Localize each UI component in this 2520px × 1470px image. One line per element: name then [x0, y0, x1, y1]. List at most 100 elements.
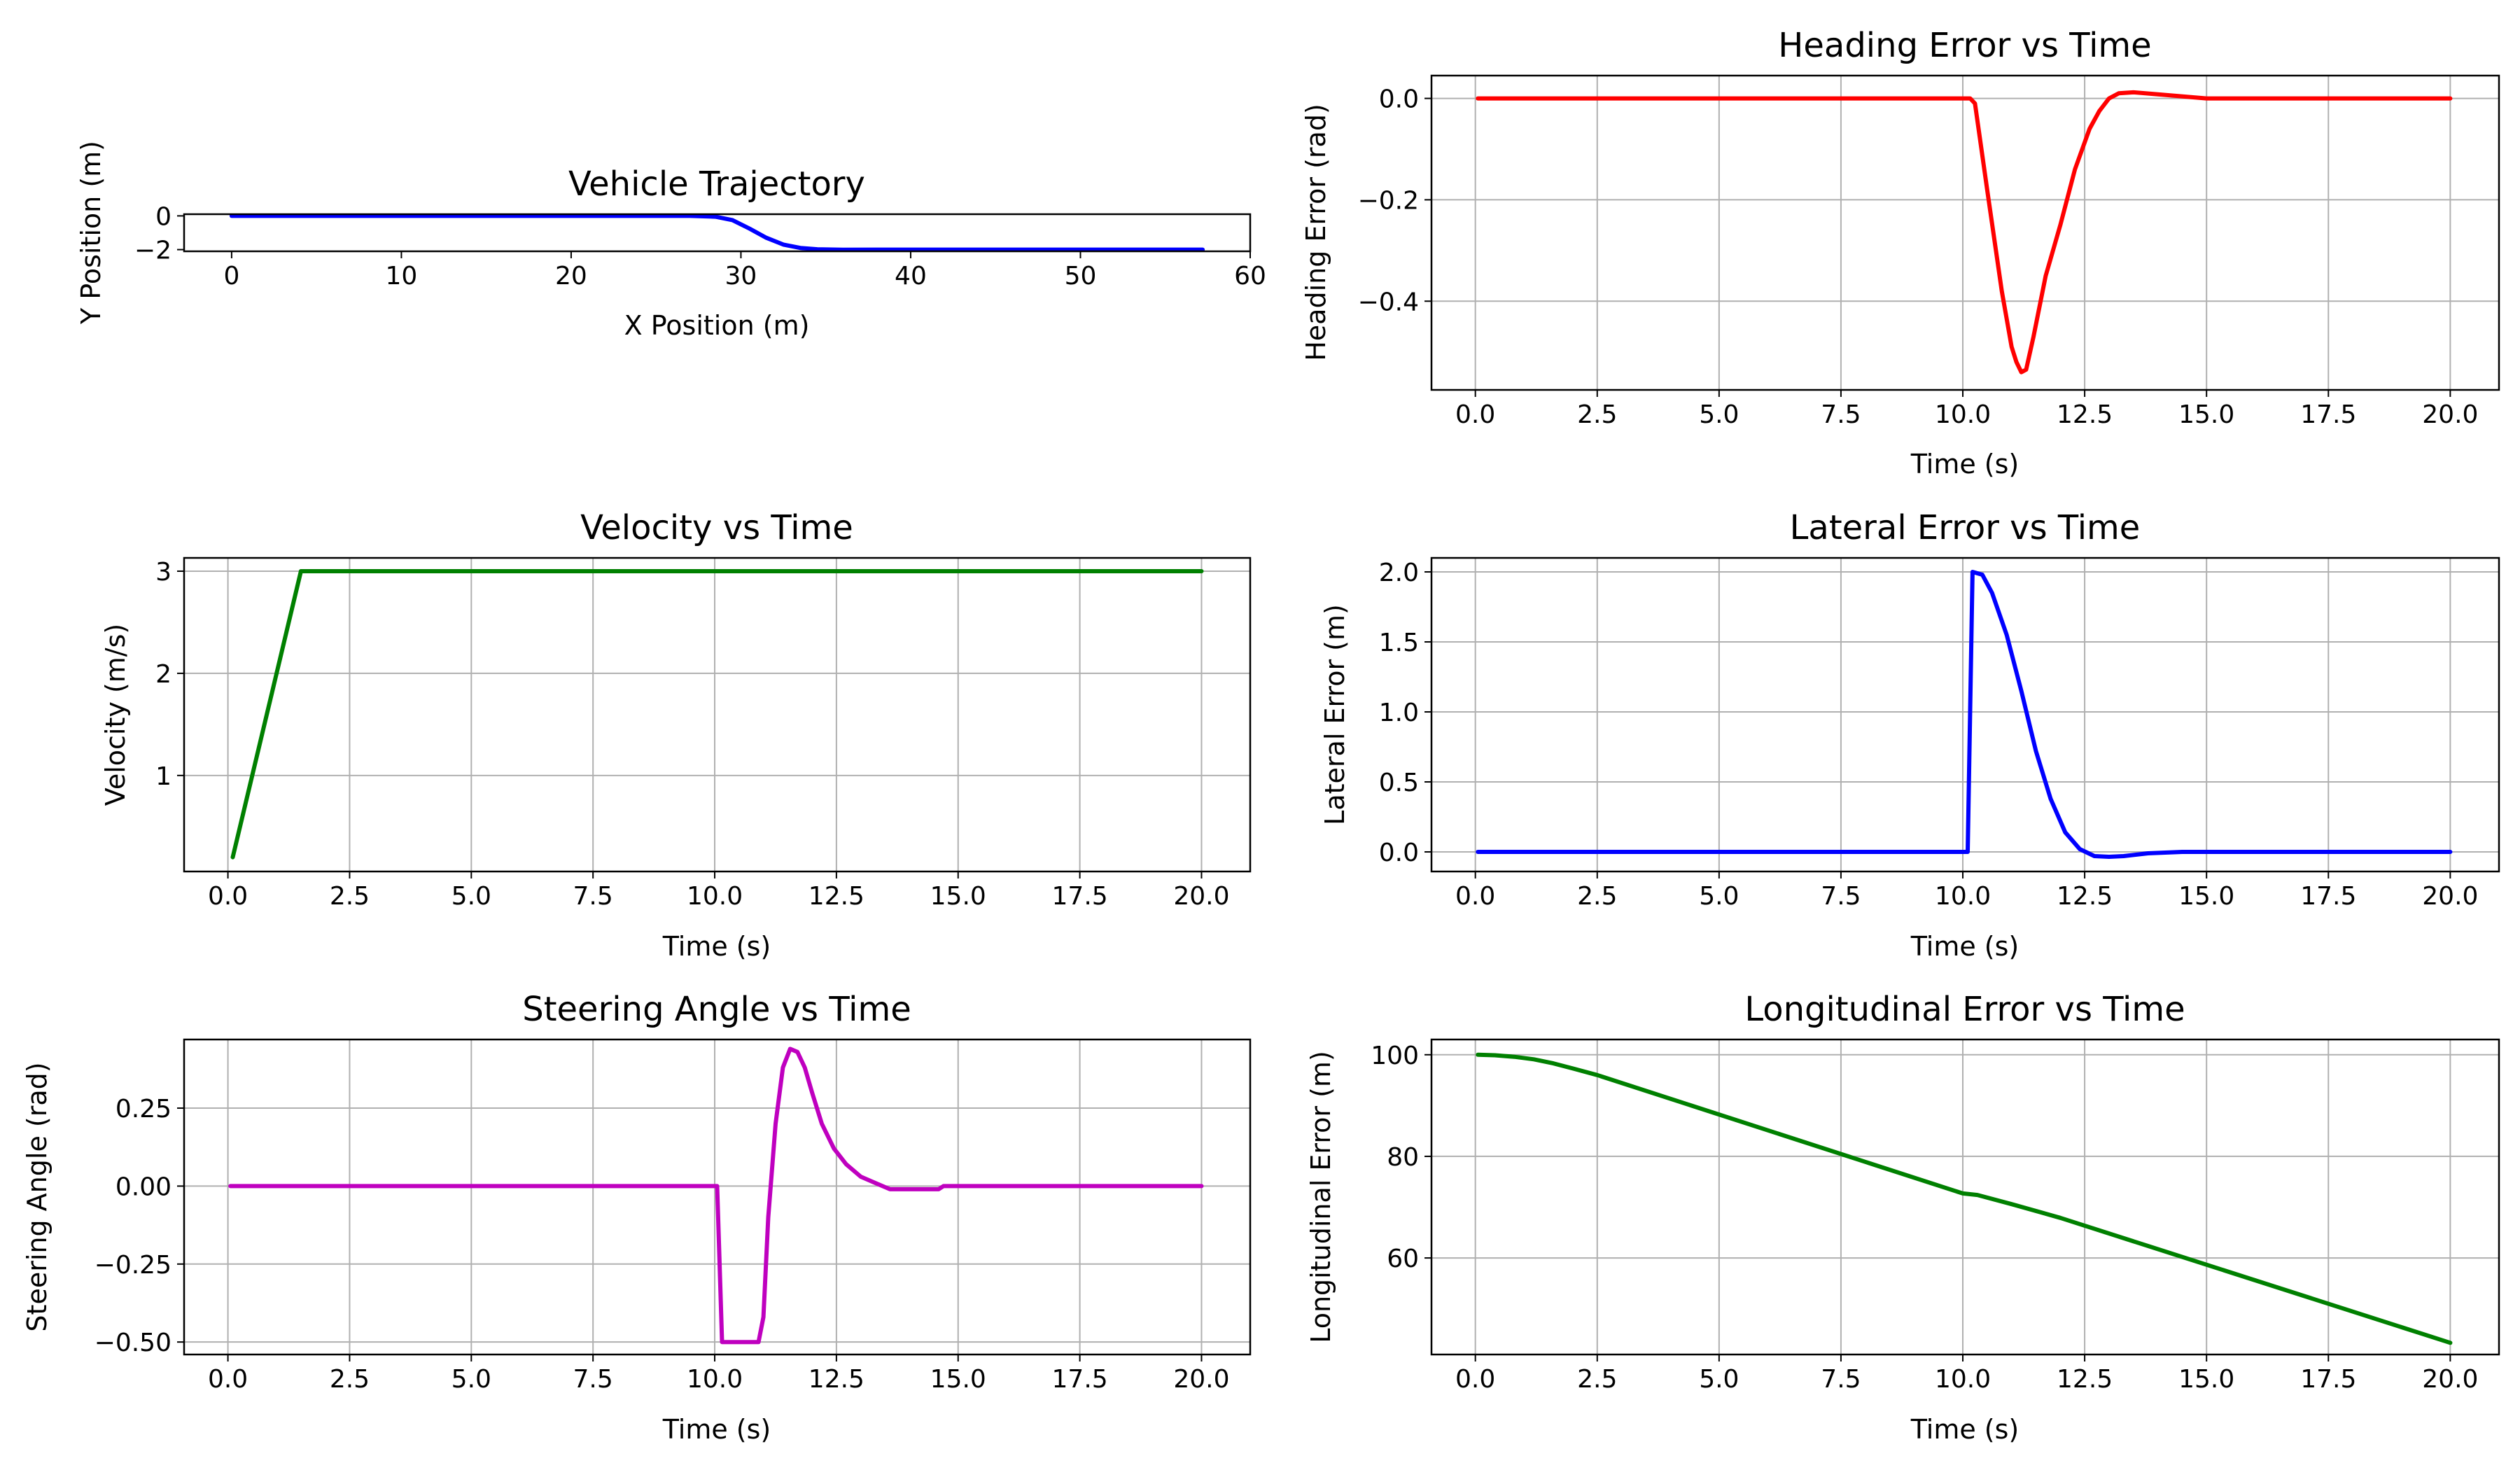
heading-error-chart: Heading Error vs Time Time (s) Heading E… — [1301, 26, 2500, 479]
x-tick-label: 17.5 — [2300, 882, 2356, 911]
lateral-error-chart: Lateral Error vs Time Time (s) Lateral E… — [1320, 508, 2500, 962]
series-line-1 — [1476, 570, 2453, 859]
y-tick-label: −0.4 — [1358, 288, 1419, 316]
series-line-1 — [230, 569, 1204, 860]
y-tick-label: 60 — [1387, 1245, 1419, 1273]
series-group — [1476, 1052, 2453, 1345]
y-tick-label: 0 — [155, 202, 172, 231]
plot-frame — [183, 213, 1252, 253]
y-tick-label: −0.50 — [94, 1329, 172, 1357]
x-tick-label: 12.5 — [2057, 882, 2113, 911]
x-tick-label: 5.0 — [451, 1365, 491, 1394]
x-axis-ticks: 0.0 2.5 5.0 7.5 10.0 12.5 15.0 17.5 20.0 — [208, 1354, 1230, 1394]
x-tick-label: 10.0 — [1935, 400, 1991, 429]
y-tick-label: 100 — [1371, 1042, 1419, 1070]
x-tick-label: 2.5 — [1577, 882, 1617, 911]
y-axis-label: Velocity (m/s) — [100, 624, 131, 806]
x-tick-label: 7.5 — [573, 882, 613, 911]
x-tick-label: 20.0 — [2422, 1365, 2478, 1394]
y-tick-label: 0.00 — [115, 1172, 172, 1201]
x-tick-label: 20.0 — [1173, 882, 1229, 911]
x-tick-label: 15.0 — [2178, 400, 2234, 429]
x-tick-label: 5.0 — [451, 882, 491, 911]
x-tick-label: 0.0 — [1455, 400, 1495, 429]
y-axis-ticks: 0.0 −0.2 −0.4 — [1358, 85, 1432, 316]
x-axis-ticks: 0 10 20 30 40 50 60 — [223, 251, 1266, 290]
y-axis-label: Steering Angle (rad) — [22, 1062, 52, 1331]
x-tick-label: 10.0 — [1935, 882, 1991, 911]
y-axis-label: Y Position (m) — [76, 141, 106, 325]
series-group — [230, 569, 1204, 860]
y-tick-label: 80 — [1387, 1143, 1419, 1172]
velocity-chart: Velocity vs Time Time (s) Velocity (m/s)… — [100, 508, 1252, 962]
x-tick-label: 50 — [1065, 262, 1097, 290]
x-tick-label: 12.5 — [2057, 1365, 2113, 1394]
x-tick-label: 60 — [1234, 262, 1266, 290]
chart-title: Longitudinal Error vs Time — [1744, 990, 2185, 1029]
y-tick-label: 3 — [155, 558, 172, 587]
y-tick-label: 0.25 — [115, 1095, 172, 1124]
x-tick-label: 2.5 — [1577, 1365, 1617, 1394]
x-tick-label: 12.5 — [808, 882, 864, 911]
chart-title: Velocity vs Time — [580, 508, 853, 547]
y-axis-ticks: 0.0 0.5 1.0 1.5 2.0 — [1379, 559, 1432, 867]
x-tick-label: 5.0 — [1699, 882, 1739, 911]
x-axis-label: X Position (m) — [624, 310, 810, 341]
y-tick-label: 1 — [155, 762, 172, 791]
y-tick-label: 2 — [155, 660, 172, 689]
y-axis-label: Longitudinal Error (m) — [1306, 1051, 1336, 1343]
x-tick-label: 17.5 — [2300, 400, 2356, 429]
x-tick-label: 17.5 — [1052, 882, 1108, 911]
x-axis-label: Time (s) — [1910, 1414, 2019, 1445]
x-tick-label: 20.0 — [2422, 882, 2478, 911]
chart-title: Heading Error vs Time — [1778, 26, 2151, 65]
y-tick-label: 1.0 — [1379, 699, 1419, 727]
y-tick-label: 0.0 — [1379, 839, 1419, 867]
series-group — [229, 214, 1205, 252]
x-tick-label: 0.0 — [208, 1365, 248, 1394]
x-tick-label: 17.5 — [2300, 1365, 2356, 1394]
plot-frame — [183, 556, 1252, 873]
x-tick-label: 7.5 — [573, 1365, 613, 1394]
grid — [1432, 558, 2499, 872]
series-line-1 — [229, 214, 1205, 252]
x-tick-label: 0 — [223, 262, 239, 290]
y-tick-label: 2.0 — [1379, 559, 1419, 587]
series-group — [1476, 570, 2453, 859]
x-tick-label: 15.0 — [2178, 1365, 2234, 1394]
x-axis-ticks: 0.0 2.5 5.0 7.5 10.0 12.5 15.0 17.5 20.0 — [1455, 872, 2478, 911]
chart-title: Steering Angle vs Time — [522, 990, 911, 1029]
x-tick-label: 12.5 — [2057, 400, 2113, 429]
x-tick-label: 12.5 — [808, 1365, 864, 1394]
y-tick-label: 1.5 — [1379, 629, 1419, 657]
x-tick-label: 10.0 — [1935, 1365, 1991, 1394]
x-tick-label: 5.0 — [1699, 400, 1739, 429]
y-tick-label: 0.0 — [1379, 85, 1419, 114]
x-axis-label: Time (s) — [662, 931, 771, 962]
y-tick-label: −0.2 — [1358, 186, 1419, 215]
x-tick-label: 0.0 — [1455, 1365, 1495, 1394]
y-axis-ticks: 1 2 3 — [155, 558, 184, 791]
grid — [1432, 1040, 2499, 1354]
y-axis-label: Lateral Error (m) — [1320, 604, 1350, 825]
x-tick-label: 5.0 — [1699, 1365, 1739, 1394]
x-tick-label: 17.5 — [1052, 1365, 1108, 1394]
x-tick-label: 0.0 — [208, 882, 248, 911]
series-line-1 — [1476, 90, 2453, 374]
x-tick-label: 20.0 — [1173, 1365, 1229, 1394]
plot-frame — [183, 1038, 1252, 1356]
y-tick-label: −0.25 — [94, 1251, 172, 1280]
series-group — [1476, 90, 2453, 374]
chart-title: Lateral Error vs Time — [1790, 508, 2141, 547]
chart-title: Vehicle Trajectory — [568, 164, 865, 204]
x-tick-label: 7.5 — [1821, 882, 1861, 911]
x-tick-label: 10.0 — [687, 882, 743, 911]
x-tick-label: 20 — [555, 262, 587, 290]
plot-frame — [1430, 1038, 2500, 1356]
x-tick-label: 2.5 — [330, 882, 370, 911]
x-axis-label: Time (s) — [1910, 449, 2019, 479]
x-tick-label: 10.0 — [687, 1365, 743, 1394]
x-tick-label: 30 — [725, 262, 757, 290]
x-axis-label: Time (s) — [662, 1414, 771, 1445]
